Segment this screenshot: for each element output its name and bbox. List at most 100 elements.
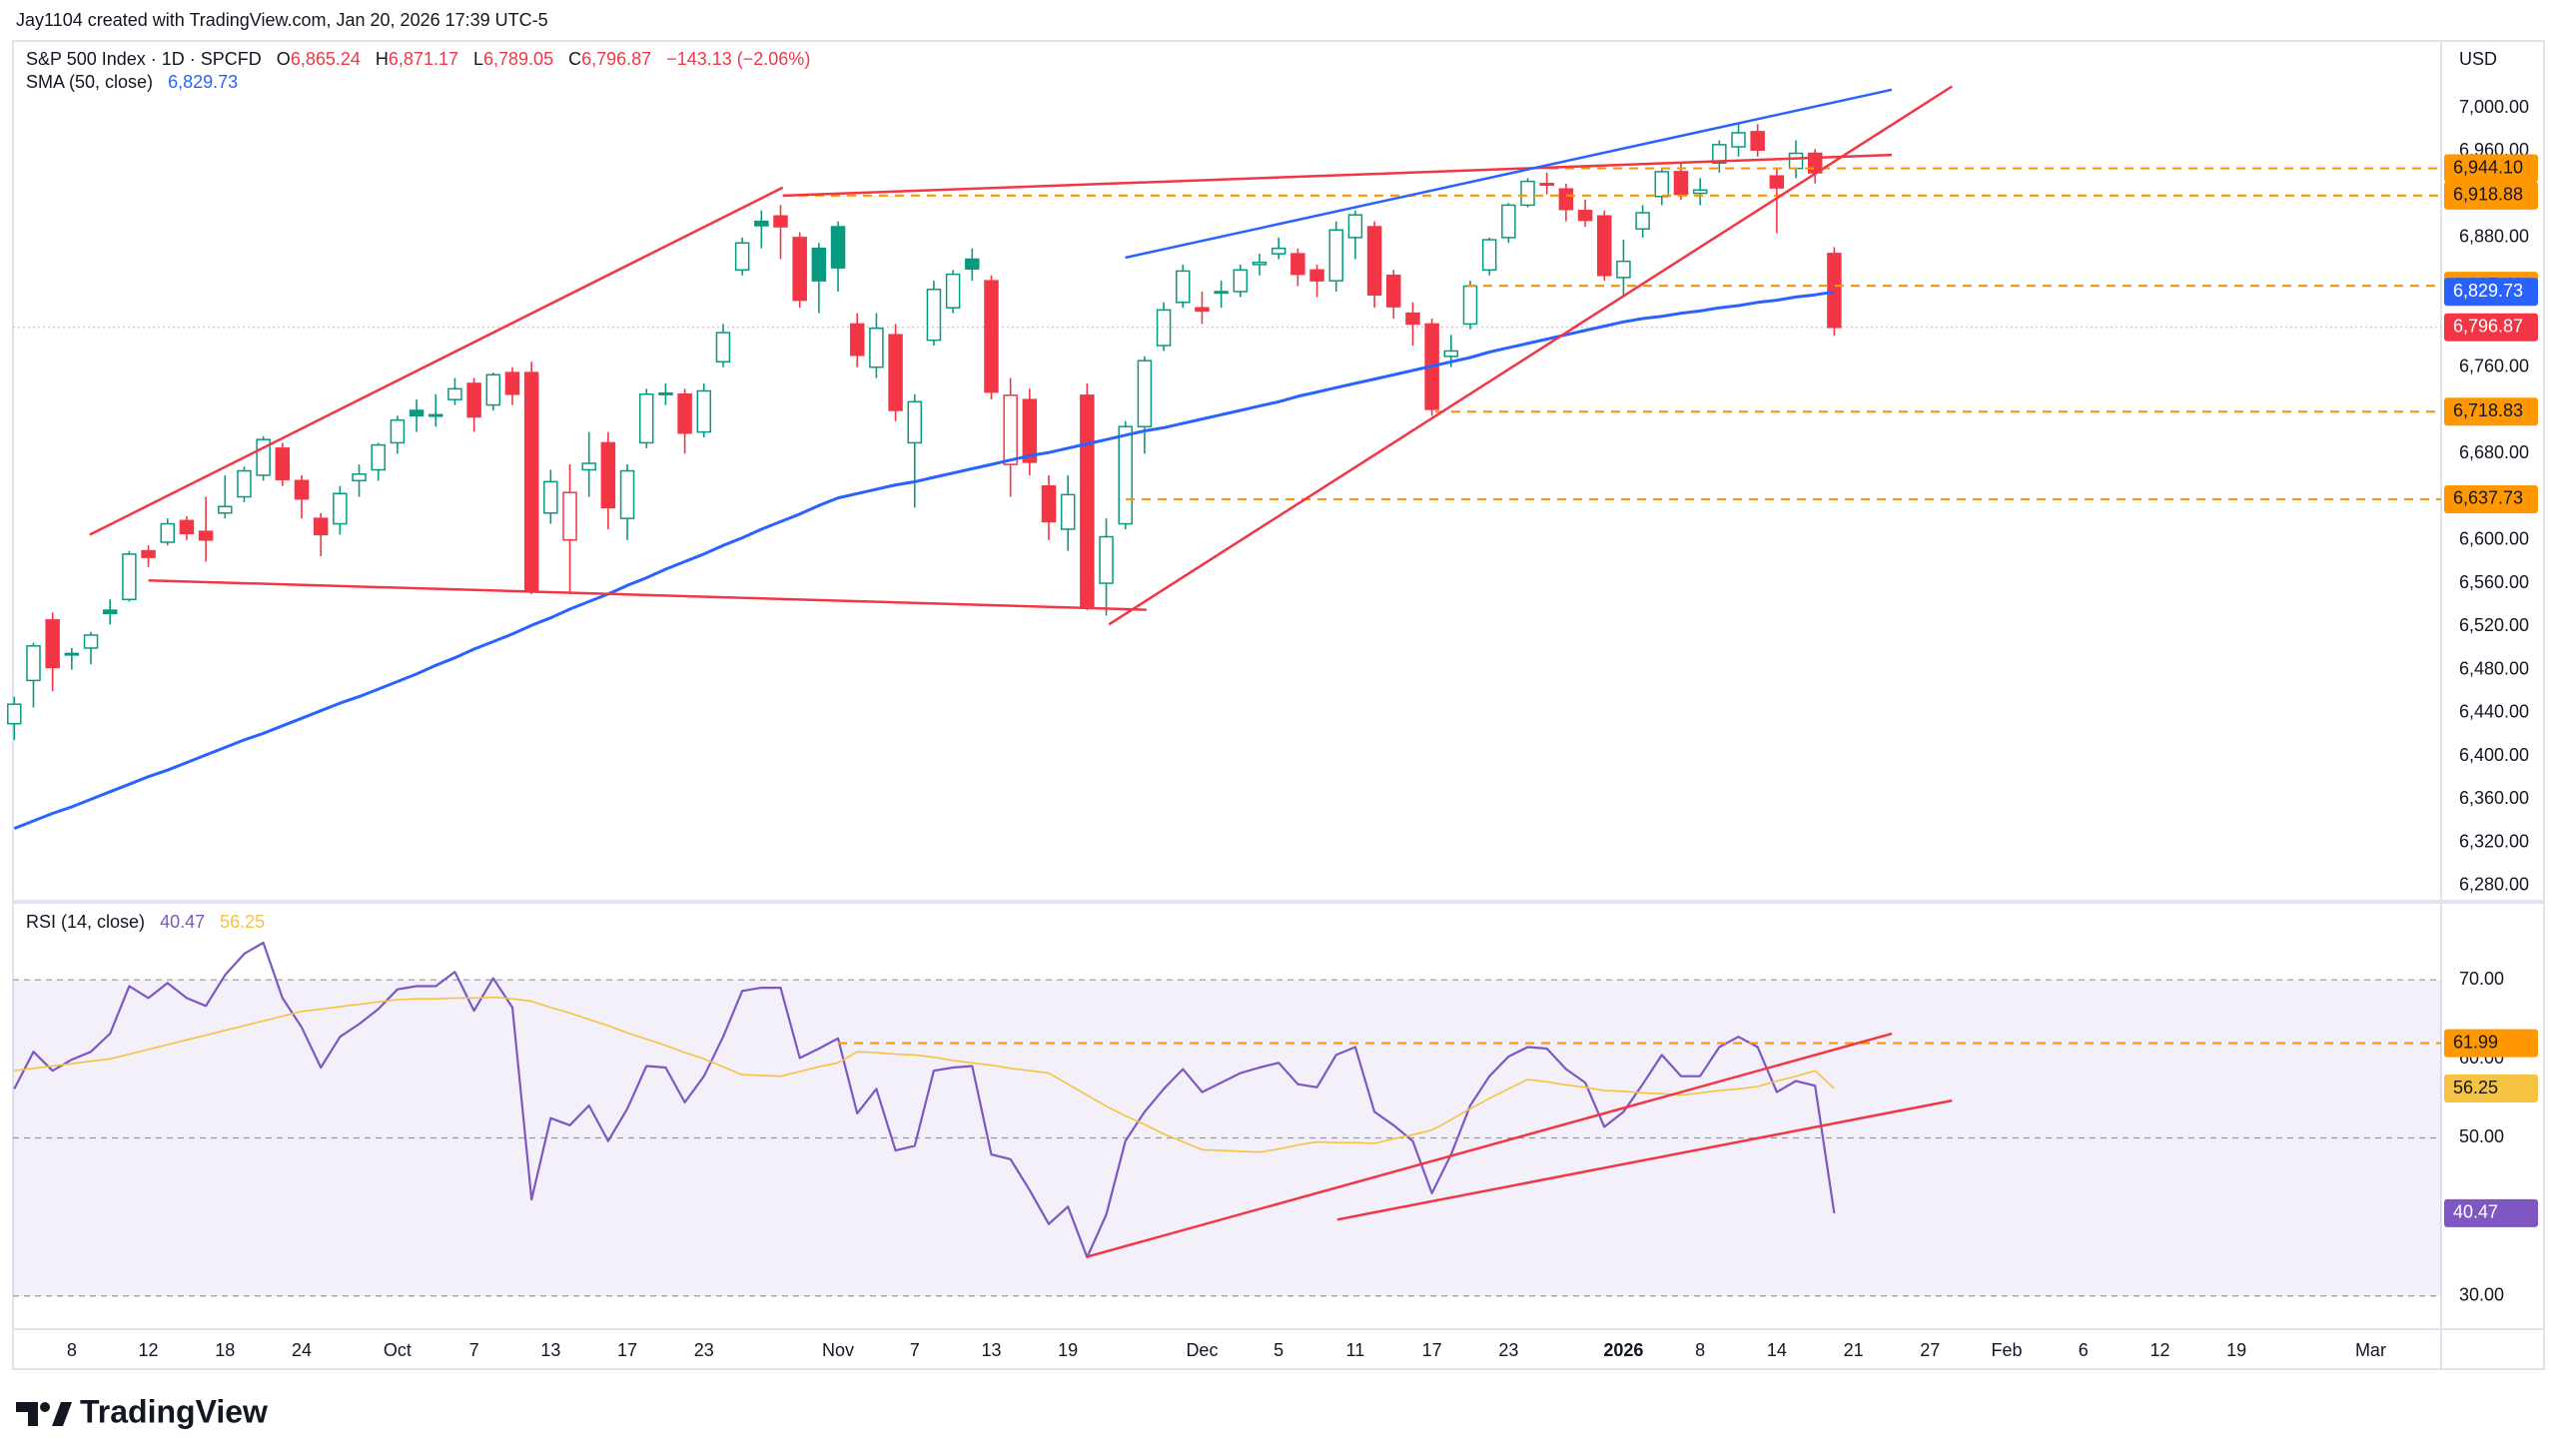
candle-body (888, 334, 903, 411)
x-tick-label: 27 (1920, 1340, 1940, 1360)
candle-body (1558, 188, 1574, 211)
candle-body (658, 391, 673, 395)
candle-body (466, 382, 481, 418)
price-label: 56.25 (2453, 1078, 2498, 1097)
candle-body (1692, 189, 1708, 195)
candle-body (1577, 210, 1593, 222)
rsi-ma-line (14, 996, 1835, 1153)
candle-body (390, 418, 406, 444)
candles (7, 123, 1842, 740)
legend-value: 6,789.05 (483, 49, 553, 69)
candle-body (600, 441, 616, 509)
x-tick-label: 11 (1346, 1340, 1365, 1360)
candle-body (1596, 215, 1612, 277)
logo-mark (16, 1402, 38, 1426)
x-tick-label: Mar (2355, 1340, 2386, 1360)
bands (13, 979, 2441, 1297)
candle-body (543, 480, 558, 514)
candle-body (1731, 132, 1746, 148)
candle-body (1347, 214, 1363, 239)
x-tick-label: 8 (1695, 1340, 1705, 1360)
x-tick-label: Oct (384, 1340, 412, 1360)
trendline (1086, 1032, 1893, 1259)
candle-body (581, 462, 596, 471)
candle-body (1405, 312, 1420, 326)
candle-body (1060, 493, 1076, 530)
price-label-box (2444, 397, 2538, 426)
candle-body (83, 634, 99, 649)
rsi-line (13, 941, 1836, 1259)
legend-label: L (473, 49, 483, 69)
x-tick-label: 14 (1767, 1340, 1787, 1360)
candle-body (1252, 262, 1268, 266)
price-label: 40.47 (2453, 1202, 2498, 1222)
price-label-box (2444, 1198, 2538, 1227)
candle-body (1712, 144, 1727, 164)
candle-body (179, 519, 195, 535)
candle-body (428, 413, 443, 417)
candle-body (122, 553, 137, 601)
price-label-box (2444, 1075, 2538, 1103)
y-tick-label: 6,600.00 (2459, 529, 2529, 549)
rsi-ma-value: 56.25 (220, 912, 265, 932)
candle-body (754, 220, 769, 227)
candle-body (907, 400, 923, 444)
candle-body (1099, 535, 1114, 584)
sma-legend: SMA (50, close) 6,829.73 (26, 72, 238, 92)
price-label: 6,944.10 (2453, 157, 2523, 177)
price-label-box (2444, 154, 2538, 183)
candle-body (523, 371, 539, 592)
y-tick-label: 50.00 (2459, 1126, 2504, 1146)
candle-body (869, 327, 884, 368)
candle-body (333, 492, 348, 525)
price-label-box (2444, 1029, 2538, 1058)
candle-body (1788, 152, 1804, 170)
candle-body (485, 373, 501, 406)
price-lines (13, 167, 2441, 1045)
candle-body (64, 652, 80, 656)
candle-body (1366, 226, 1382, 296)
candle-body (984, 280, 999, 393)
x-tick-label: 23 (1498, 1340, 1518, 1360)
price-label-box (2444, 181, 2538, 210)
y-tick-label: 70.00 (2459, 969, 2504, 989)
candle-body (218, 505, 233, 514)
candle-body (1003, 394, 1018, 465)
brand-name: TradingView (80, 1393, 268, 1429)
candle-body (811, 247, 827, 282)
candle-body (792, 237, 807, 302)
legend-label: H (376, 49, 389, 69)
candle-body (26, 645, 41, 682)
candle-body (1750, 131, 1765, 152)
candle-body (1214, 291, 1229, 295)
x-tick-label: 7 (910, 1340, 920, 1360)
y-tick-label: 6,760.00 (2459, 356, 2529, 375)
candle-body (638, 392, 654, 444)
candle-body (1635, 212, 1650, 230)
rsi-name: RSI (14, close) (26, 912, 145, 932)
candle-body (1195, 307, 1210, 313)
candle-body (1309, 269, 1324, 282)
rsi-lines (13, 941, 1836, 1259)
candle-body (1137, 360, 1153, 427)
candle-body (830, 226, 846, 269)
x-tick-label: 12 (2149, 1340, 2169, 1360)
y-tick-label: 30.00 (2459, 1285, 2504, 1305)
price-label-box (2444, 484, 2538, 513)
trendline (1336, 1098, 1953, 1221)
trendline (782, 153, 1893, 198)
candle-body (1233, 269, 1249, 293)
sma-line (13, 290, 1835, 830)
candle-body (677, 392, 692, 434)
trendline (89, 186, 784, 536)
y-tick-label: 6,520.00 (2459, 615, 2529, 635)
candle-body (1328, 229, 1343, 282)
candle-body (715, 332, 731, 364)
price-label-box (2444, 278, 2538, 307)
y-tick-label: 6,680.00 (2459, 442, 2529, 462)
candle-body (965, 258, 980, 271)
y-tick-label: 6,480.00 (2459, 658, 2529, 678)
candle-body (371, 443, 386, 471)
x-tick-label: Nov (822, 1340, 854, 1360)
